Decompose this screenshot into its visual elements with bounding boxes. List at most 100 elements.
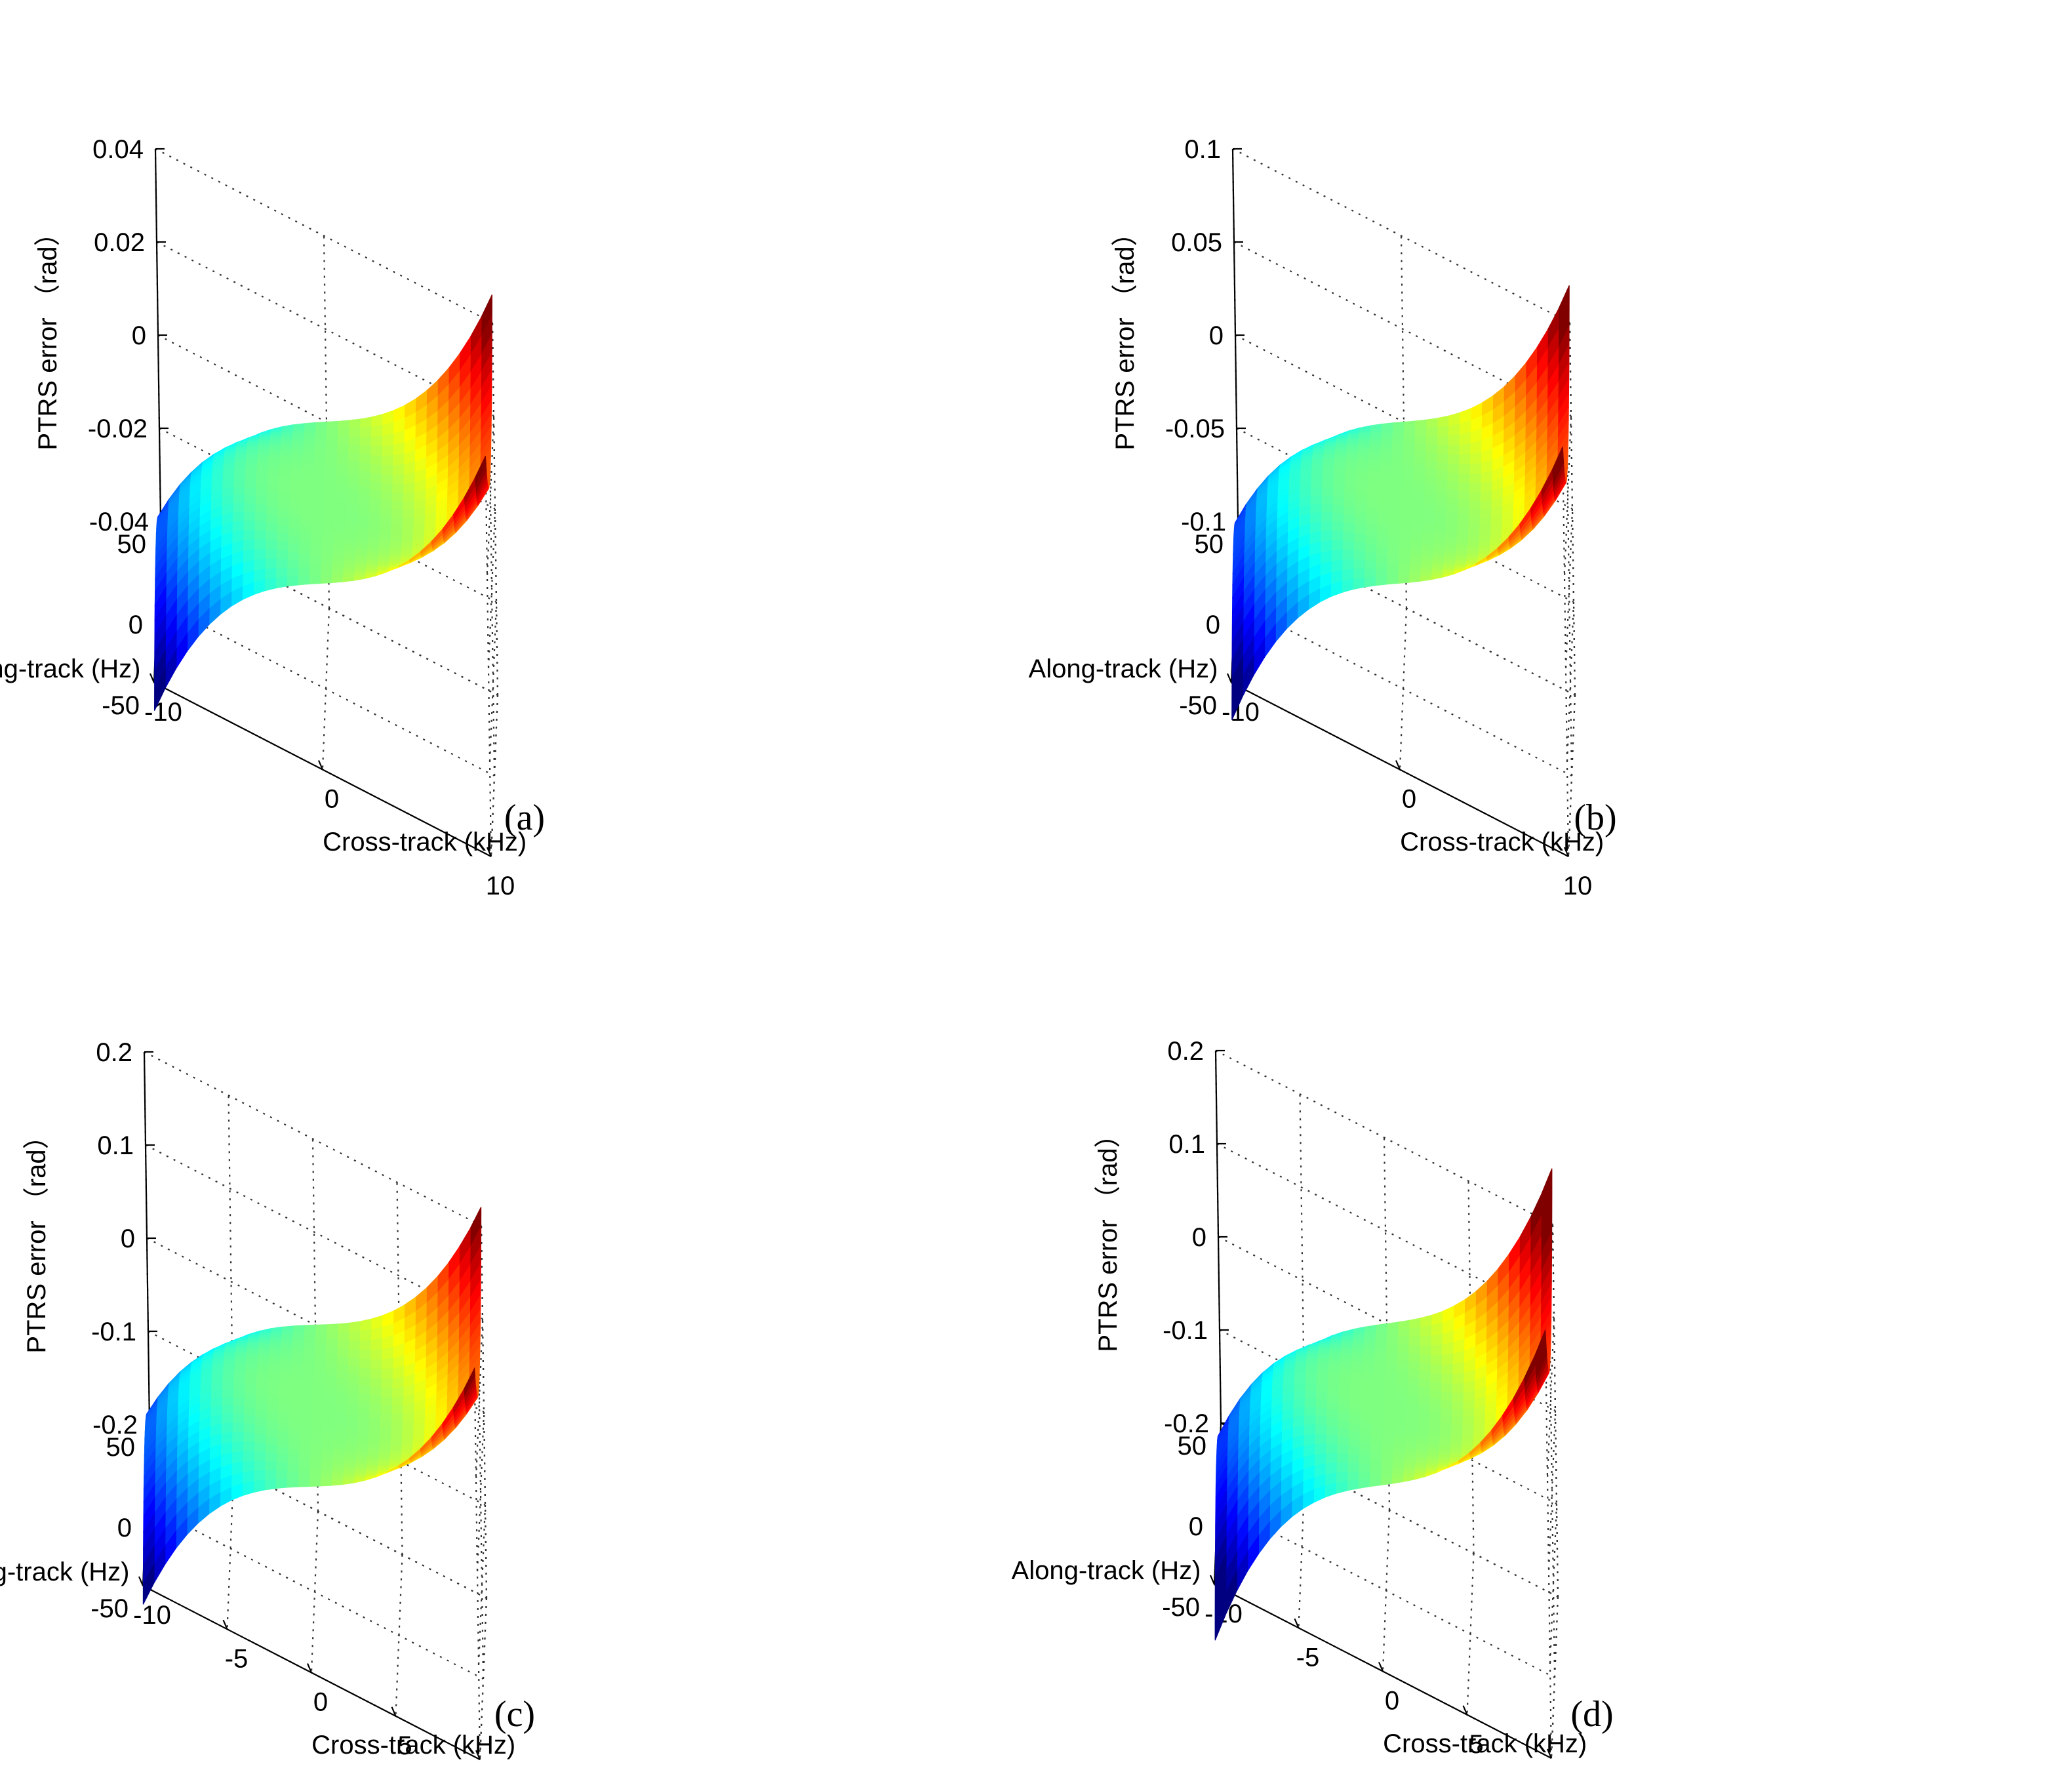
surface-patch bbox=[403, 472, 415, 485]
side-wall-grid-line bbox=[1563, 415, 1572, 578]
surface-patch bbox=[1469, 452, 1482, 466]
surface-patch bbox=[1458, 454, 1471, 466]
surface-patch bbox=[220, 1413, 233, 1425]
along-track-tick-label: 0 bbox=[129, 611, 143, 639]
side-wall-grid-line bbox=[1549, 1503, 1558, 1666]
along-track-axis-title: Along-track (Hz) bbox=[0, 654, 140, 683]
surface-patch bbox=[1342, 550, 1354, 561]
cross-track-tick-mark bbox=[1546, 1748, 1553, 1759]
surface-patch bbox=[380, 473, 393, 485]
surface-patch bbox=[1304, 1383, 1317, 1392]
surface-patch bbox=[370, 424, 383, 437]
surface-patch bbox=[359, 1340, 371, 1351]
surface-patch bbox=[314, 1324, 327, 1333]
surface-patch bbox=[389, 1440, 402, 1447]
z-axis-title: PTRS error （rad） bbox=[1111, 220, 1140, 450]
surface-patch bbox=[1479, 508, 1492, 518]
error-surface bbox=[1231, 285, 1570, 721]
chart-panel-b: 0.1 0.05 0 -0.05 -0.150 0 -50 -10 0 10 PTRS error … bbox=[1029, 135, 1617, 900]
surface-patch bbox=[1313, 1443, 1326, 1456]
surface-patch bbox=[1479, 523, 1491, 531]
cross-track-tick-label: 0 bbox=[1402, 785, 1416, 814]
surface-patch bbox=[1314, 1424, 1326, 1435]
surface-patch bbox=[1408, 571, 1421, 578]
surface-patch bbox=[1478, 536, 1490, 543]
surface-patch bbox=[1320, 503, 1333, 513]
surface-patch bbox=[1311, 462, 1323, 470]
side-wall-grid-line bbox=[1546, 1317, 1555, 1480]
z-tick-label: 0.05 bbox=[1171, 228, 1222, 257]
side-wall-grid-line bbox=[1547, 1410, 1557, 1573]
surface-patch bbox=[1397, 576, 1410, 584]
surface-patch bbox=[401, 531, 414, 538]
cross-track-tick-mark bbox=[138, 1576, 144, 1586]
surface-patch bbox=[391, 1396, 404, 1407]
surface-patch bbox=[1435, 445, 1448, 456]
back-wall-grid-line bbox=[155, 148, 493, 323]
surface-patch bbox=[1325, 1434, 1338, 1445]
along-track-tick-label: 50 bbox=[117, 530, 147, 559]
surface-patch bbox=[1314, 1406, 1327, 1418]
surface-patch bbox=[1331, 512, 1344, 523]
surface-patch bbox=[1374, 1323, 1387, 1331]
surface-patch bbox=[254, 520, 266, 532]
surface-patch bbox=[253, 529, 266, 540]
surface-patch bbox=[389, 1445, 402, 1452]
error-surface bbox=[1214, 1168, 1553, 1641]
cross-track-axis-title: Cross-track (kHz) bbox=[323, 828, 527, 856]
surface-patch bbox=[390, 1420, 403, 1429]
surface-patch bbox=[1479, 491, 1492, 502]
surface-patch bbox=[370, 1338, 382, 1351]
surface-patch bbox=[1310, 468, 1323, 475]
surface-patch bbox=[264, 530, 277, 542]
surface-patch bbox=[1425, 427, 1438, 437]
floor-grid-line bbox=[395, 1554, 403, 1716]
surface-patch bbox=[222, 1365, 235, 1371]
surface-patch bbox=[1364, 559, 1376, 570]
surface-patch bbox=[325, 420, 338, 430]
surface-patch bbox=[1468, 483, 1481, 494]
surface-patch bbox=[264, 1479, 276, 1491]
floor-grid-line bbox=[146, 1504, 484, 1680]
surface-patch bbox=[1353, 541, 1366, 553]
surface-patch bbox=[401, 517, 414, 525]
surface-patch bbox=[275, 1470, 288, 1480]
surface-patch bbox=[1347, 1454, 1360, 1464]
surface-patch bbox=[370, 1348, 382, 1361]
surface-patch bbox=[1374, 569, 1387, 578]
surface-patch bbox=[1304, 1377, 1317, 1386]
surface-patch bbox=[222, 1370, 235, 1377]
floor-grid-line bbox=[1399, 608, 1408, 770]
cross-track-tick-mark bbox=[1294, 1618, 1300, 1628]
side-wall-grid-line bbox=[486, 415, 495, 578]
side-wall-grid-line bbox=[1564, 508, 1574, 671]
cross-track-tick-label: 5 bbox=[1469, 1730, 1483, 1759]
surface-patch bbox=[264, 1470, 277, 1481]
floor-grid-line bbox=[1234, 601, 1572, 776]
surface-patch bbox=[154, 668, 166, 711]
surface-patch bbox=[319, 1480, 332, 1487]
surface-patch bbox=[370, 435, 382, 447]
surface-patch bbox=[297, 568, 310, 578]
side-wall-grid-line bbox=[1567, 695, 1576, 857]
surface-patch bbox=[1325, 1424, 1338, 1436]
cross-track-tick-label: -10 bbox=[1222, 698, 1260, 727]
surface-patch bbox=[222, 1355, 235, 1361]
z-tick-label: -0.05 bbox=[1165, 414, 1225, 443]
cross-track-tick-mark bbox=[149, 673, 155, 683]
surface-patch bbox=[1408, 1336, 1420, 1346]
surface-patch bbox=[275, 1479, 287, 1489]
surface-patch bbox=[1368, 1472, 1382, 1480]
panel-caption: (b) bbox=[1574, 797, 1616, 838]
surface-patch bbox=[246, 443, 258, 447]
surface-patch bbox=[1469, 473, 1481, 485]
surface-patch bbox=[252, 579, 266, 595]
z-tick-label: 0.2 bbox=[96, 1038, 132, 1067]
surface-patch bbox=[336, 428, 349, 437]
surface-patch bbox=[391, 500, 403, 511]
surface-patch bbox=[1303, 1415, 1316, 1426]
surface-patch bbox=[221, 1382, 234, 1391]
surface-patch bbox=[1342, 540, 1355, 552]
surface-patch bbox=[275, 558, 288, 569]
surface-patch bbox=[243, 1422, 255, 1434]
